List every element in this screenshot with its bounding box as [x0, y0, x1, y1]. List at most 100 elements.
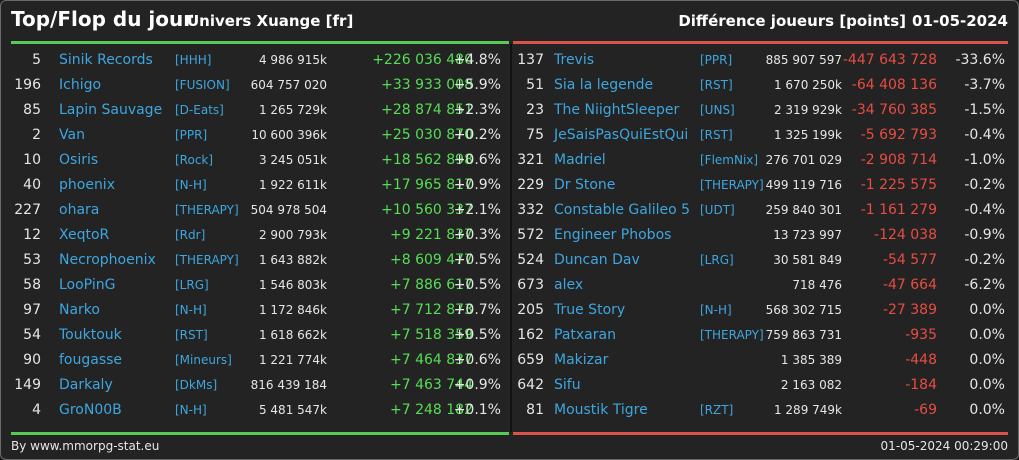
player-name-link[interactable]: Patxaran	[554, 327, 616, 343]
player-name-link[interactable]: Ichigo	[59, 77, 102, 93]
player-name-link[interactable]: Moustik Tigre	[554, 402, 648, 418]
guild-tag-link[interactable]: [THERAPY]	[175, 203, 239, 217]
loser-row: 572 Engineer Phobos 13 723 997 -124 038 -0.9…	[513, 223, 1008, 248]
player-points: 759 863 731	[765, 328, 842, 342]
loser-row: 137 Trevis [PPR] 885 907 597 -447 643 728 -33…	[513, 48, 1008, 73]
player-name-link[interactable]: Narko	[59, 302, 100, 318]
player-name-link[interactable]: The NiightSleeper	[554, 102, 680, 118]
guild-tag-link[interactable]: [UDT]	[700, 203, 735, 217]
player-name-link[interactable]: Osiris	[59, 152, 99, 168]
points-difference: +226 036 480	[372, 52, 473, 68]
player-name-link[interactable]: XeqtoR	[59, 227, 110, 243]
player-rank: 137	[517, 52, 544, 68]
guild-tag-link[interactable]: [FUSION]	[175, 78, 230, 92]
guild-tag-link[interactable]: [D-Eats]	[175, 103, 224, 117]
player-name-link[interactable]: Duncan Dav	[554, 252, 640, 268]
player-name-link[interactable]: Dr Stone	[554, 177, 616, 193]
loser-row: 673 alex 718 476 -47 664 -6.2%	[513, 273, 1008, 298]
percent-change: -1.5%	[964, 102, 1005, 118]
gainer-row: 196 Ichigo [FUSION] 604 757 020 +33 933 008 +…	[11, 73, 509, 98]
guild-tag-link[interactable]: [FlemNix]	[700, 153, 759, 167]
player-name-link[interactable]: fougasse	[59, 352, 123, 368]
percent-change: -3.7%	[964, 77, 1005, 93]
player-name-link[interactable]: LooPinG	[59, 277, 116, 293]
player-points: 1 172 846k	[258, 303, 327, 317]
player-rank: 2	[32, 127, 41, 143]
gainer-row: 12 XeqtoR [Rdr] 2 900 793k +9 221 837 +0.3%	[11, 223, 509, 248]
player-rank: 85	[23, 102, 41, 118]
points-difference: +7 463 744	[390, 377, 473, 393]
gainer-row: 2 Van [PPR] 10 600 396k +25 030 870 +0.2%	[11, 123, 509, 148]
gainer-row: 40 phoenix [N-H] 1 922 611k +17 965 817 +0.9%	[11, 173, 509, 198]
guild-tag-link[interactable]: [HHH]	[175, 53, 212, 67]
player-name-link[interactable]: alex	[554, 277, 584, 293]
player-name-link[interactable]: Touktouk	[59, 327, 122, 343]
percent-change: -0.4%	[964, 202, 1005, 218]
guild-tag-link[interactable]: [PPR]	[175, 128, 208, 142]
metric-label: Différence joueurs [points]	[678, 12, 906, 30]
player-name-link[interactable]: Van	[59, 127, 85, 143]
player-name-link[interactable]: GroN00B	[59, 402, 122, 418]
player-name-link[interactable]: phoenix	[59, 177, 115, 193]
guild-tag-link[interactable]: [N-H]	[700, 303, 732, 317]
player-name-link[interactable]: Sia la legende	[554, 77, 654, 93]
guild-tag-link[interactable]: [N-H]	[175, 178, 207, 192]
guild-tag-link[interactable]: [RST]	[700, 128, 733, 142]
player-rank: 40	[23, 177, 41, 193]
guild-tag-link[interactable]: [N-H]	[175, 403, 207, 417]
loser-row: 75 JeSaisPasQuiEstQui [RST] 1 325 199k -5 69…	[513, 123, 1008, 148]
guild-tag-link[interactable]: [RST]	[175, 328, 208, 342]
gainer-row: 58 LooPinG [LRG] 1 546 803k +7 886 617 +0.5%	[11, 273, 509, 298]
guild-tag-link[interactable]: [RZT]	[700, 403, 734, 417]
points-difference: +7 886 617	[390, 277, 473, 293]
guild-tag-link[interactable]: [Rdr]	[175, 228, 206, 242]
guild-tag-link[interactable]: [PPR]	[700, 53, 733, 67]
points-difference: -1 161 279	[860, 202, 937, 218]
guild-tag-link[interactable]: [THERAPY]	[700, 328, 764, 342]
player-name-link[interactable]: Darkaly	[59, 377, 113, 393]
points-difference: -935	[905, 327, 937, 343]
player-rank: 196	[14, 77, 41, 93]
guild-tag-link[interactable]: [N-H]	[175, 303, 207, 317]
guild-tag-link[interactable]: [THERAPY]	[175, 253, 239, 267]
percent-change: 0.0%	[969, 377, 1005, 393]
player-points: 499 119 716	[765, 178, 842, 192]
player-name-link[interactable]: Makizar	[554, 352, 609, 368]
player-name-link[interactable]: Sifu	[554, 377, 581, 393]
points-difference: +7 518 359	[390, 327, 473, 343]
player-name-link[interactable]: Constable Galileo 5	[554, 202, 691, 218]
player-name-link[interactable]: Sinik Records	[59, 52, 153, 68]
gainer-row: 10 Osiris [Rock] 3 245 051k +18 562 898 +0.6%	[11, 148, 509, 173]
percent-change: -6.2%	[964, 277, 1005, 293]
player-rank: 321	[517, 152, 544, 168]
guild-tag-link[interactable]: [RST]	[700, 78, 733, 92]
points-difference: -69	[914, 402, 937, 418]
points-difference: -2 908 714	[860, 152, 937, 168]
player-name-link[interactable]: Lapin Sauvage	[59, 102, 163, 118]
player-points: 504 978 504	[250, 203, 327, 217]
player-points: 2 319 929k	[773, 103, 842, 117]
player-name-link[interactable]: ohara	[59, 202, 100, 218]
guild-tag-link[interactable]: [Mineurs]	[175, 353, 232, 367]
player-name-link[interactable]: JeSaisPasQuiEstQui	[554, 127, 689, 143]
loser-row: 81 Moustik Tigre [RZT] 1 289 749k -69 0.0%	[513, 398, 1008, 423]
loser-row: 642 Sifu 2 163 082 -184 0.0%	[513, 373, 1008, 398]
guild-tag-link[interactable]: [THERAPY]	[700, 178, 764, 192]
guild-tag-link[interactable]: [UNS]	[700, 103, 735, 117]
player-name-link[interactable]: Trevis	[554, 52, 595, 68]
guild-tag-link[interactable]: [DkMs]	[175, 378, 218, 392]
guild-tag-link[interactable]: [LRG]	[700, 253, 734, 267]
player-name-link[interactable]: True Story	[554, 302, 626, 318]
guild-tag-link[interactable]: [LRG]	[175, 278, 209, 292]
player-name-link[interactable]: Madriel	[554, 152, 606, 168]
player-name-link[interactable]: Necrophoenix	[59, 252, 156, 268]
player-rank: 229	[517, 177, 544, 193]
player-points: 1 546 803k	[258, 278, 327, 292]
player-name-link[interactable]: Engineer Phobos	[554, 227, 672, 243]
loser-row: 51 Sia la legende [RST] 1 670 250k -64 408 1…	[513, 73, 1008, 98]
points-difference: +8 609 477	[390, 252, 473, 268]
gainer-row: 54 Touktouk [RST] 1 618 662k +7 518 359 +0.5%	[11, 323, 509, 348]
credit-link[interactable]: By www.mmorpg-stat.eu	[11, 439, 160, 453]
points-difference: -184	[905, 377, 937, 393]
guild-tag-link[interactable]: [Rock]	[175, 153, 214, 167]
